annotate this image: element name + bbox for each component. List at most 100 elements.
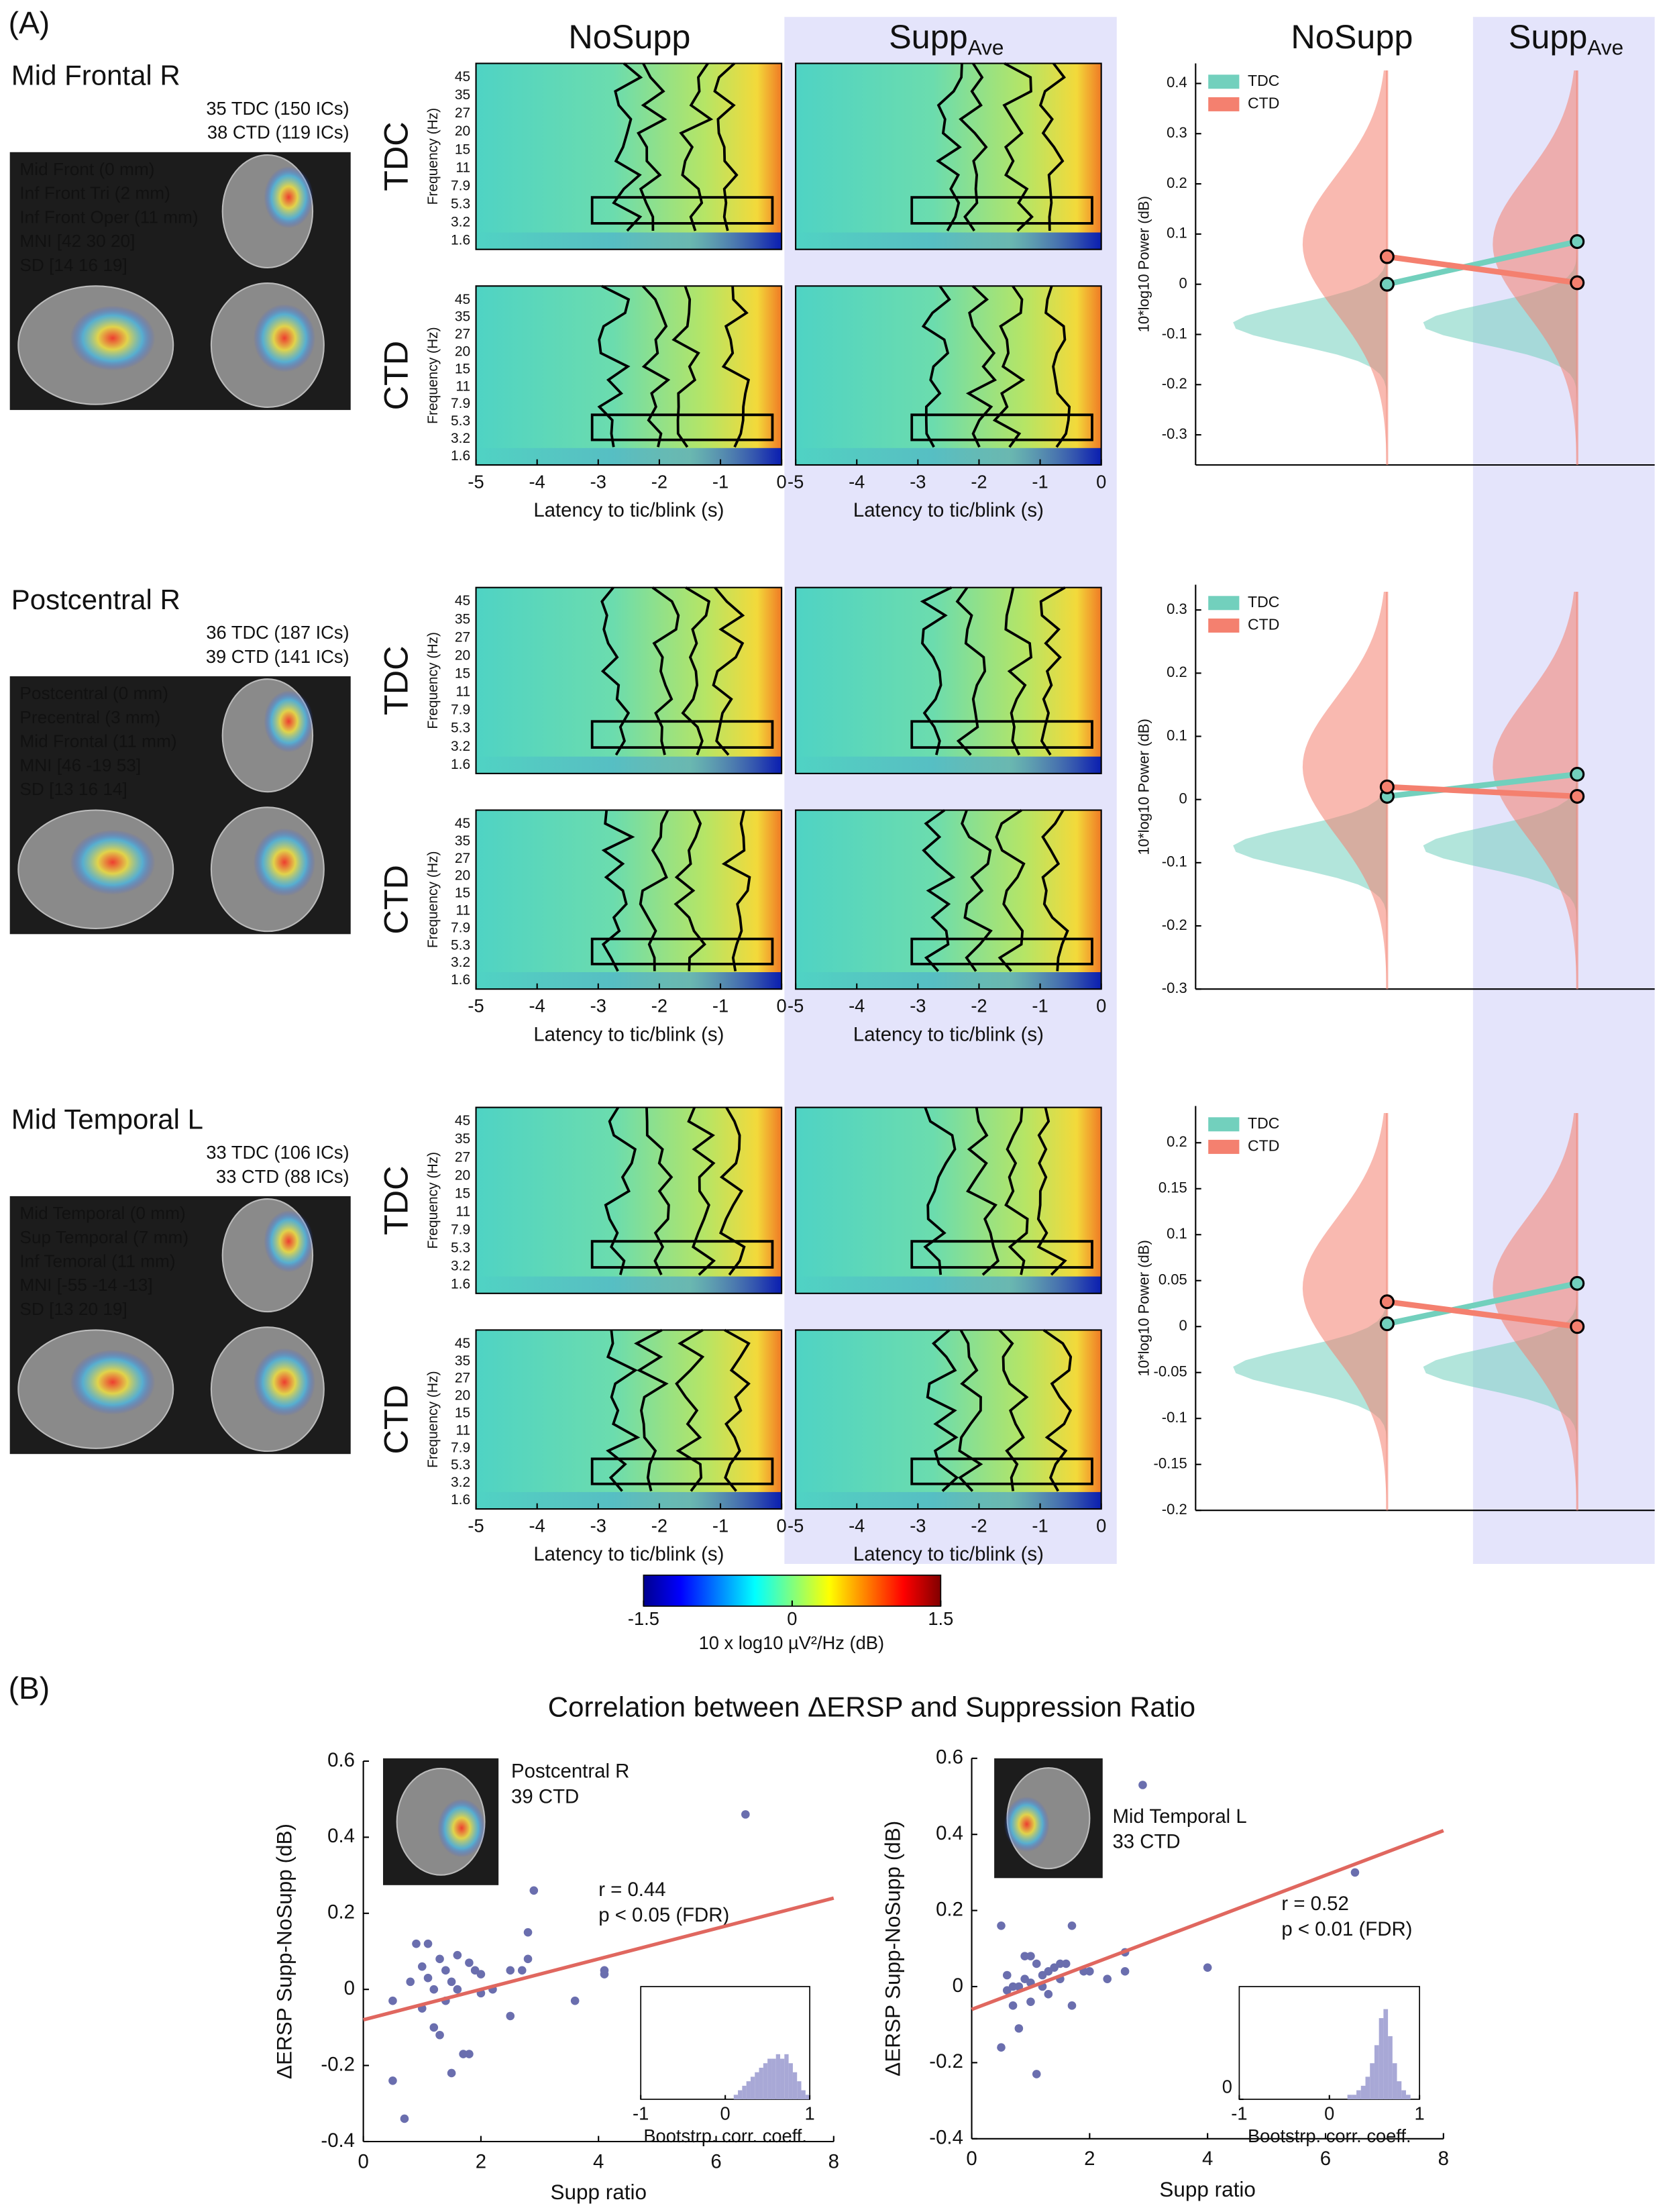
y-tick-label: 0.3 <box>1167 600 1187 617</box>
x-axis-label: Latency to tic/blink (s) <box>533 1023 724 1045</box>
y-tick-label: 0 <box>1179 1317 1187 1334</box>
contour <box>590 196 774 225</box>
mean-line <box>1387 254 1578 286</box>
scatter-point <box>1350 1868 1360 1877</box>
histogram-bar <box>1360 2085 1366 2099</box>
freq-tick-label: 1.6 <box>451 1277 470 1292</box>
y-tick-label: -0.2 <box>1162 375 1187 392</box>
freq-tick-label: 15 <box>455 666 470 682</box>
region-count: 33 TDC (106 ICs) <box>206 1142 349 1163</box>
contour <box>600 586 631 756</box>
y-tick-label: 0.1 <box>1167 1225 1187 1242</box>
y-tick-label: 0.2 <box>1167 1133 1187 1150</box>
histogram-bar <box>742 2085 747 2099</box>
x-tick-label: -5 <box>468 1516 484 1536</box>
panel-title: Correlation between ΔERSP and Suppressio… <box>548 1691 1195 1722</box>
y-tick-label: -0.3 <box>1162 425 1187 442</box>
x-tick-label: 0 <box>777 996 787 1016</box>
ersp-map <box>796 1107 1101 1294</box>
header-sub: Ave <box>1587 36 1623 60</box>
freq-tick-label: 20 <box>455 344 470 360</box>
x-tick-label: -4 <box>529 1516 545 1536</box>
histogram-bar <box>1397 2081 1402 2099</box>
annotation: r = 0.44 <box>598 1879 665 1901</box>
x-tick-label: -5 <box>788 472 804 492</box>
ersp-map <box>796 1330 1101 1510</box>
contour <box>910 1240 1093 1269</box>
scatter-point <box>417 1962 427 1971</box>
scatter-point <box>570 1996 580 2005</box>
region-count: 36 TDC (187 ICs) <box>206 622 349 643</box>
brain-activity <box>70 829 156 895</box>
x-tick-label: -2 <box>971 996 987 1016</box>
contour <box>1039 586 1066 756</box>
freq-tick-label: 35 <box>455 833 470 849</box>
freq-axis-label: Frequency (Hz) <box>425 327 441 424</box>
inset-label: 33 CTD <box>1112 1831 1180 1853</box>
inset-x-tick-label: 1 <box>1415 2103 1425 2123</box>
x-tick-label: -2 <box>971 1516 987 1536</box>
scatter-point <box>423 1939 433 1948</box>
region-info: Mid Frontal (11 mm) <box>19 731 176 751</box>
scatter-point <box>1067 2001 1077 2010</box>
y-tick-label: 0.2 <box>327 1901 355 1924</box>
freq-tick-label: 3.2 <box>451 739 470 754</box>
y-axis-label: ΔERSP Supp-NoSupp (dB) <box>272 1824 296 2079</box>
brain-activity <box>1004 1796 1050 1852</box>
y-tick-label: 0.6 <box>936 1746 963 1769</box>
scatter-point <box>1056 1959 1065 1968</box>
inset-label: 39 CTD <box>511 1785 579 1807</box>
freq-axis-label: Frequency (Hz) <box>425 632 441 729</box>
x-tick-label: -1 <box>1032 1516 1048 1536</box>
contour <box>992 285 1026 448</box>
scatter-point <box>1044 1967 1053 1976</box>
freq-tick-label: 3.2 <box>451 431 470 446</box>
histogram-bar <box>738 2090 743 2099</box>
freq-tick-label: 11 <box>455 378 470 394</box>
scatter-point <box>1067 1921 1077 1930</box>
annotation: p < 0.01 (FDR) <box>1281 1918 1412 1940</box>
ersp-low-band <box>796 232 1101 250</box>
freq-tick-label: 20 <box>455 1167 470 1183</box>
freq-tick-label: 1.6 <box>451 757 470 772</box>
freq-axis-label: Frequency (Hz) <box>425 108 441 205</box>
ersp-frame <box>795 1106 1102 1294</box>
contour <box>590 1457 774 1485</box>
x-tick-label: 0 <box>1096 1516 1106 1536</box>
histogram-bar <box>759 2067 763 2099</box>
column-header: NoSupp <box>1291 17 1413 56</box>
histogram-bar <box>1347 2095 1352 2099</box>
histogram-bar <box>1356 2090 1361 2099</box>
freq-tick-label: 20 <box>455 868 470 884</box>
contour <box>961 809 993 972</box>
contour <box>681 586 711 755</box>
contour <box>910 413 1093 441</box>
region-info: MNI [-55 -14 -13] <box>19 1275 152 1295</box>
annotation: r = 0.52 <box>1281 1893 1348 1915</box>
violin <box>1493 70 1578 458</box>
inset-x-tick-label: -1 <box>633 2103 649 2123</box>
group-label: CTD <box>376 865 415 935</box>
y-tick-label: -0.2 <box>1162 1501 1187 1518</box>
contour <box>606 1330 641 1492</box>
freq-tick-label: 1.6 <box>451 233 470 248</box>
x-tick-label: -1 <box>712 996 728 1016</box>
contour <box>713 62 739 231</box>
brain-activity <box>264 1210 314 1273</box>
y-tick-label: 0.4 <box>1167 74 1187 91</box>
x-tick-label: -3 <box>910 1516 926 1536</box>
freq-tick-label: 7.9 <box>451 920 470 935</box>
x-axis-label: Supp ratio <box>1159 2177 1256 2201</box>
ersp-low-band <box>476 1491 782 1510</box>
legend-swatch <box>1208 618 1240 633</box>
mean-line <box>1387 1299 1578 1330</box>
contour <box>604 1106 637 1275</box>
freq-tick-label: 3.2 <box>451 215 470 230</box>
histogram-bar <box>1392 2063 1397 2099</box>
legend-label: TDC <box>1248 72 1279 89</box>
y-tick-label: 0.3 <box>1167 124 1187 141</box>
region-info: Precentral (3 mm) <box>19 707 160 727</box>
freq-tick-label: 35 <box>455 611 470 627</box>
ersp-frame <box>475 809 783 990</box>
ersp-low-band <box>796 972 1101 990</box>
